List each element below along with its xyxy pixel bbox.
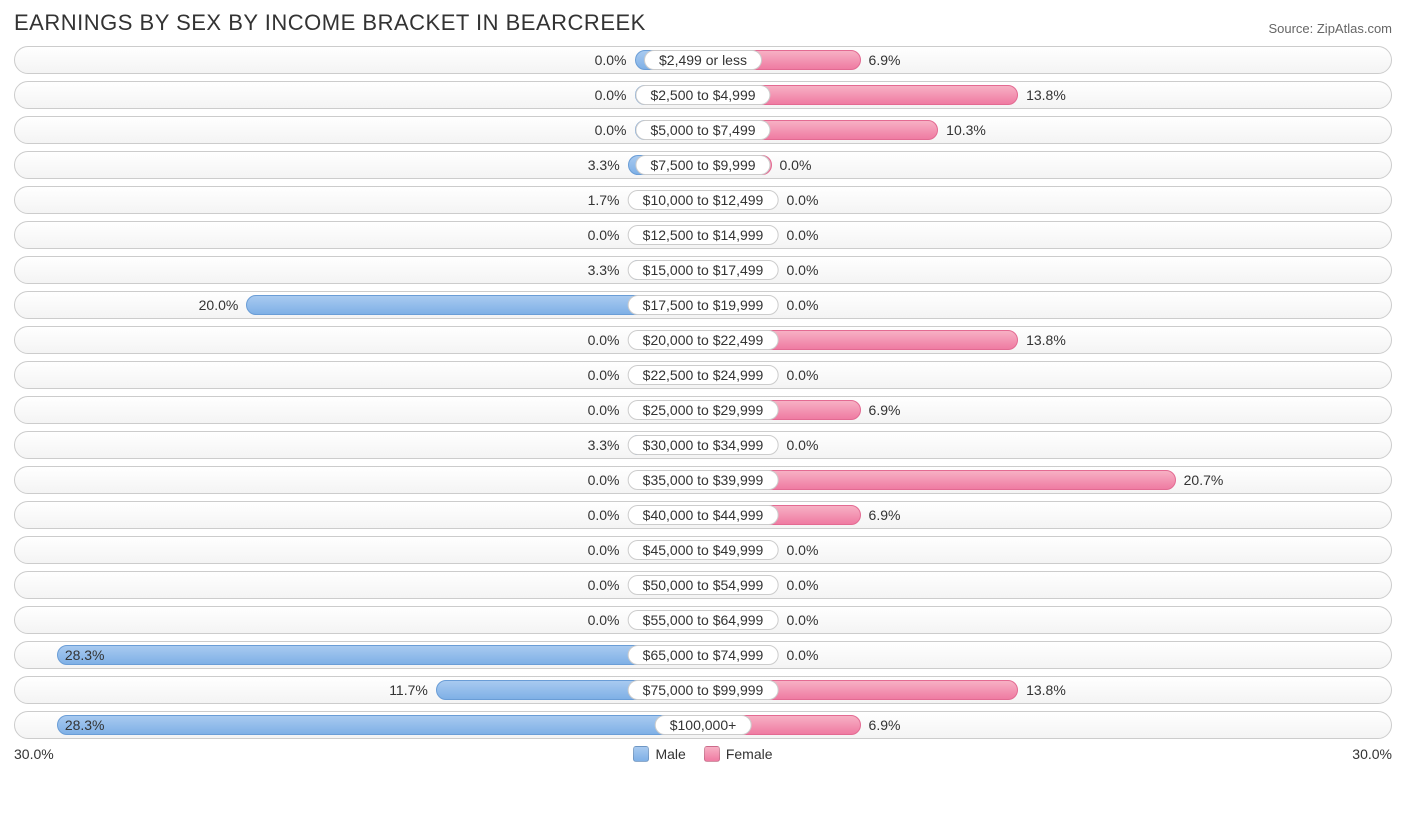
- female-pct-label: 0.0%: [787, 610, 819, 630]
- female-pct-label: 0.0%: [787, 190, 819, 210]
- bracket-label: $40,000 to $44,999: [628, 505, 779, 525]
- female-pct-label: 20.7%: [1184, 470, 1224, 490]
- male-pct-label: 20.0%: [199, 295, 239, 315]
- female-pct-label: 13.8%: [1026, 330, 1066, 350]
- male-pct-label: 0.0%: [595, 50, 627, 70]
- chart-row: $22,500 to $24,999 0.0% 0.0%: [14, 361, 1392, 389]
- male-bar: [57, 715, 703, 735]
- female-pct-label: 0.0%: [787, 260, 819, 280]
- chart-row: $2,499 or less 0.0% 6.9%: [14, 46, 1392, 74]
- female-pct-label: 13.8%: [1026, 85, 1066, 105]
- male-pct-label: 28.3%: [65, 715, 105, 735]
- male-pct-label: 3.3%: [588, 260, 620, 280]
- female-pct-label: 6.9%: [869, 505, 901, 525]
- chart-title: EARNINGS BY SEX BY INCOME BRACKET IN BEA…: [14, 10, 646, 36]
- chart-row: $50,000 to $54,999 0.0% 0.0%: [14, 571, 1392, 599]
- bracket-label: $12,500 to $14,999: [628, 225, 779, 245]
- female-pct-label: 0.0%: [787, 435, 819, 455]
- female-pct-label: 6.9%: [869, 50, 901, 70]
- male-bar: [57, 645, 703, 665]
- chart-row: $5,000 to $7,499 0.0% 10.3%: [14, 116, 1392, 144]
- female-pct-label: 0.0%: [787, 295, 819, 315]
- chart-source: Source: ZipAtlas.com: [1268, 21, 1392, 36]
- bracket-label: $30,000 to $34,999: [628, 435, 779, 455]
- bracket-label: $20,000 to $22,499: [628, 330, 779, 350]
- female-pct-label: 0.0%: [787, 540, 819, 560]
- chart-row: $40,000 to $44,999 0.0% 6.9%: [14, 501, 1392, 529]
- bracket-label: $75,000 to $99,999: [628, 680, 779, 700]
- chart-row: $15,000 to $17,499 3.3% 0.0%: [14, 256, 1392, 284]
- bracket-label: $35,000 to $39,999: [628, 470, 779, 490]
- male-pct-label: 0.0%: [588, 610, 620, 630]
- female-pct-label: 0.0%: [780, 155, 812, 175]
- female-pct-label: 13.8%: [1026, 680, 1066, 700]
- chart-row: $75,000 to $99,999 11.7% 13.8%: [14, 676, 1392, 704]
- axis-right-max: 30.0%: [1352, 746, 1392, 762]
- chart-row: $10,000 to $12,499 1.7% 0.0%: [14, 186, 1392, 214]
- chart-row: $7,500 to $9,999 3.3% 0.0%: [14, 151, 1392, 179]
- female-pct-label: 6.9%: [869, 400, 901, 420]
- chart-row: $25,000 to $29,999 0.0% 6.9%: [14, 396, 1392, 424]
- bracket-label: $5,000 to $7,499: [635, 120, 770, 140]
- female-pct-label: 0.0%: [787, 645, 819, 665]
- bracket-label: $2,500 to $4,999: [635, 85, 770, 105]
- chart-row: $35,000 to $39,999 0.0% 20.7%: [14, 466, 1392, 494]
- legend-male: Male: [633, 746, 685, 762]
- female-pct-label: 6.9%: [869, 715, 901, 735]
- female-pct-label: 10.3%: [946, 120, 986, 140]
- male-swatch-icon: [633, 746, 649, 762]
- male-pct-label: 0.0%: [588, 505, 620, 525]
- chart-row: $30,000 to $34,999 3.3% 0.0%: [14, 431, 1392, 459]
- male-pct-label: 3.3%: [588, 435, 620, 455]
- bracket-label: $25,000 to $29,999: [628, 400, 779, 420]
- female-pct-label: 0.0%: [787, 575, 819, 595]
- legend-female: Female: [704, 746, 773, 762]
- male-pct-label: 1.7%: [588, 190, 620, 210]
- male-pct-label: 0.0%: [588, 470, 620, 490]
- bracket-label: $2,499 or less: [644, 50, 762, 70]
- male-pct-label: 0.0%: [588, 225, 620, 245]
- male-pct-label: 0.0%: [588, 400, 620, 420]
- legend-male-label: Male: [655, 746, 685, 762]
- bracket-label: $10,000 to $12,499: [628, 190, 779, 210]
- male-pct-label: 0.0%: [588, 540, 620, 560]
- female-pct-label: 0.0%: [787, 365, 819, 385]
- male-pct-label: 0.0%: [595, 85, 627, 105]
- female-swatch-icon: [704, 746, 720, 762]
- bracket-label: $65,000 to $74,999: [628, 645, 779, 665]
- chart-row: $2,500 to $4,999 0.0% 13.8%: [14, 81, 1392, 109]
- chart-row: $55,000 to $64,999 0.0% 0.0%: [14, 606, 1392, 634]
- chart-row: $100,000+ 28.3% 6.9%: [14, 711, 1392, 739]
- chart-row: $65,000 to $74,999 28.3% 0.0%: [14, 641, 1392, 669]
- axis-left-max: 30.0%: [14, 746, 54, 762]
- bracket-label: $15,000 to $17,499: [628, 260, 779, 280]
- male-pct-label: 0.0%: [595, 120, 627, 140]
- bracket-label: $7,500 to $9,999: [635, 155, 770, 175]
- chart-row: $17,500 to $19,999 20.0% 0.0%: [14, 291, 1392, 319]
- male-pct-label: 28.3%: [65, 645, 105, 665]
- chart-body: $2,499 or less 0.0% 6.9% $2,500 to $4,999 0.…: [14, 46, 1392, 739]
- bracket-label: $55,000 to $64,999: [628, 610, 779, 630]
- bracket-label: $50,000 to $54,999: [628, 575, 779, 595]
- chart-row: $12,500 to $14,999 0.0% 0.0%: [14, 221, 1392, 249]
- male-pct-label: 11.7%: [389, 680, 428, 700]
- bracket-label: $17,500 to $19,999: [628, 295, 779, 315]
- chart-legend: Male Female: [633, 746, 772, 762]
- chart-row: $45,000 to $49,999 0.0% 0.0%: [14, 536, 1392, 564]
- female-pct-label: 0.0%: [787, 225, 819, 245]
- male-pct-label: 3.3%: [588, 155, 620, 175]
- male-pct-label: 0.0%: [588, 575, 620, 595]
- male-pct-label: 0.0%: [588, 330, 620, 350]
- bracket-label: $45,000 to $49,999: [628, 540, 779, 560]
- legend-female-label: Female: [726, 746, 773, 762]
- bracket-label: $100,000+: [655, 715, 752, 735]
- bracket-label: $22,500 to $24,999: [628, 365, 779, 385]
- male-pct-label: 0.0%: [588, 365, 620, 385]
- chart-row: $20,000 to $22,499 0.0% 13.8%: [14, 326, 1392, 354]
